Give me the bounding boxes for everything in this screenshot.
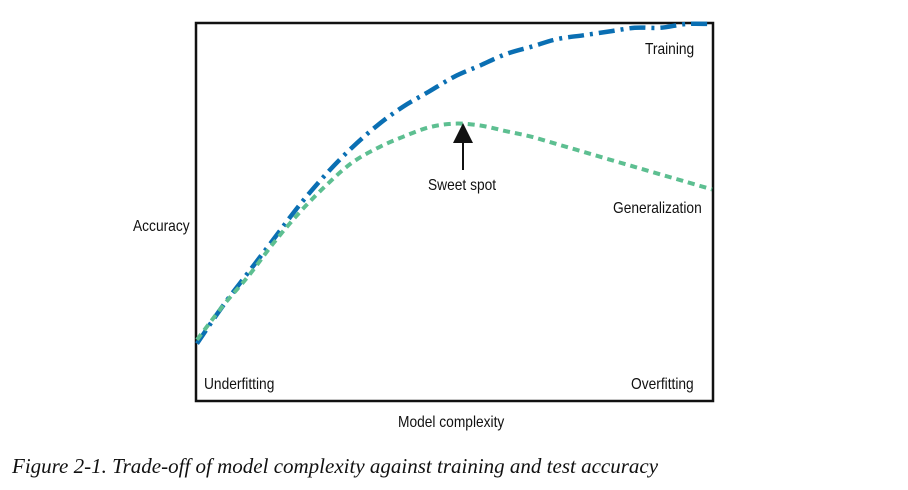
annotation-underfitting: Underfitting — [204, 376, 275, 393]
figure-caption: Figure 2-1. Trade-off of model complexit… — [12, 454, 659, 478]
series-line-generalization — [195, 121, 713, 342]
legend-label-training: Training — [645, 41, 695, 58]
series-line-training — [195, 21, 713, 345]
y-axis-label: Accuracy — [133, 218, 190, 235]
plot-frame — [194, 21, 715, 403]
series-layer — [195, 21, 713, 345]
annotation-sweet-spot: Sweet spot — [428, 177, 497, 194]
x-axis-label: Model complexity — [398, 414, 505, 431]
legend-label-generalization: Generalization — [613, 200, 702, 217]
annotation-overfitting: Overfitting — [631, 376, 694, 393]
